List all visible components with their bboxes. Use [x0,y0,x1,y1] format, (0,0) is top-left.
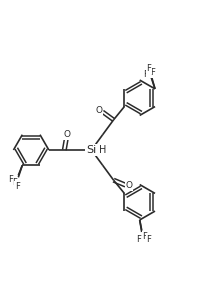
Text: F: F [142,232,146,241]
Text: F: F [12,178,17,187]
Text: F: F [150,68,155,77]
Text: O: O [63,130,70,140]
Text: F: F [146,235,150,243]
Text: F: F [146,64,151,73]
Text: Si: Si [86,145,96,155]
Text: F: F [143,70,148,79]
Text: H: H [99,145,106,155]
Text: O: O [125,182,132,191]
Text: O: O [95,106,102,115]
Text: F: F [15,182,20,191]
Text: F: F [136,235,140,243]
Text: F: F [8,175,13,184]
